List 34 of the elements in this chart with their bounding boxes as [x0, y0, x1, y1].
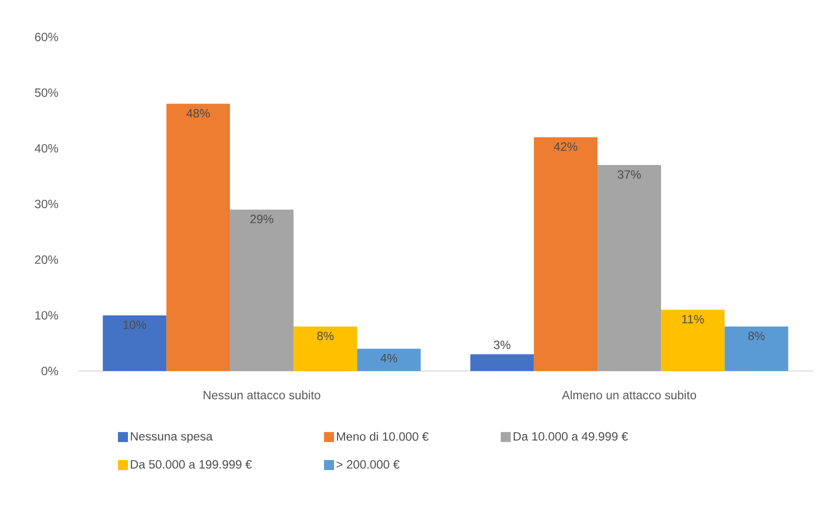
- data-label: 4%: [380, 354, 398, 362]
- data-label: 10%: [124, 320, 146, 330]
- bar: [661, 310, 725, 371]
- bar: [470, 354, 534, 371]
- data-label: 29%: [250, 214, 274, 224]
- legend-label: Da 10.000 a 49.999 €: [514, 432, 628, 441]
- bar: [357, 348, 421, 371]
- bar: [294, 326, 358, 371]
- data-label: 48%: [186, 109, 210, 118]
- data-label: 11%: [682, 314, 704, 324]
- legend-label: Da 50.000 a 199.999 €: [130, 460, 252, 469]
- legend-label: Meno di 10.000 €: [337, 432, 429, 441]
- y-tick-label: 20%: [35, 255, 58, 264]
- legend-label: > 200.000 €: [336, 460, 400, 469]
- data-label: 37%: [618, 170, 641, 179]
- y-tick-label: 10%: [35, 311, 58, 320]
- x-tick-label: Almeno un attacco subito: [562, 390, 696, 400]
- bar: [724, 326, 788, 371]
- bar: [597, 165, 662, 371]
- y-tick-label: 60%: [35, 32, 58, 42]
- bar: [102, 315, 166, 371]
- y-tick-label: 0%: [42, 366, 58, 376]
- y-tick-label: 40%: [34, 144, 58, 153]
- x-tick-label: Nessun attacco subito: [204, 390, 320, 400]
- y-tick-label: 30%: [34, 200, 58, 208]
- data-label: 42%: [554, 142, 578, 151]
- data-label: 8%: [317, 332, 334, 340]
- bar: [534, 137, 598, 371]
- bar: [166, 104, 230, 371]
- y-tick-label: 50%: [34, 88, 58, 97]
- legend-label: Nessuna spesa: [130, 432, 213, 443]
- bar: [230, 210, 294, 371]
- data-label: 8%: [748, 332, 765, 340]
- data-label: 3%: [494, 340, 510, 350]
